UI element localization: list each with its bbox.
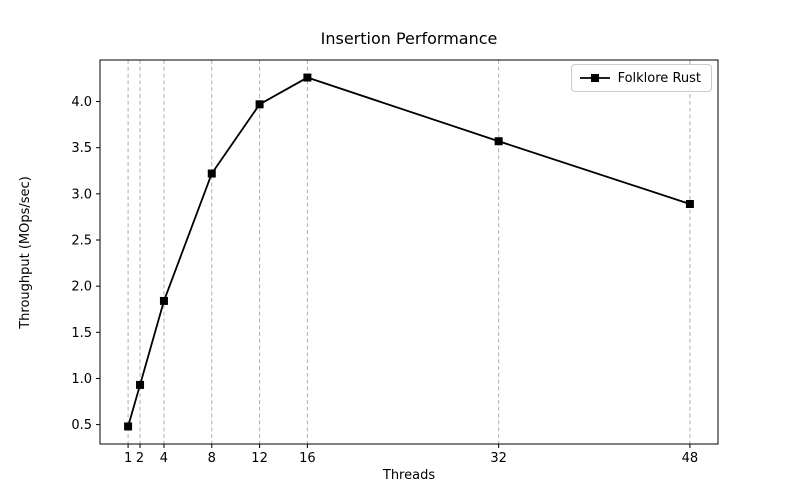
x-tick-label: 32 <box>490 451 507 466</box>
data-point-marker <box>494 137 503 146</box>
axes-spine <box>99 59 719 445</box>
legend-label: Folklore Rust <box>617 70 701 86</box>
x-tick-label: 16 <box>299 451 316 466</box>
data-point-marker <box>136 380 145 389</box>
legend: Folklore Rust <box>570 64 712 92</box>
chart-title: Insertion Performance <box>320 29 498 48</box>
y-tick-label: 1.0 <box>71 372 92 387</box>
x-tick-label: 48 <box>682 451 699 466</box>
x-tick-label: 1 <box>124 451 132 466</box>
data-point-marker <box>255 100 264 109</box>
x-axis-label: Threads <box>382 468 436 483</box>
legend-marker-icon <box>579 74 610 82</box>
data-point-marker <box>685 200 694 208</box>
x-tick-label: 12 <box>251 451 268 466</box>
y-tick-label: 3.0 <box>71 187 92 202</box>
y-tick-label: 1.5 <box>71 326 92 341</box>
y-tick-label: 3.5 <box>71 141 92 156</box>
y-tick-label: 0.5 <box>71 418 92 433</box>
x-tick-label: 8 <box>208 451 216 466</box>
y-tick-label: 2.0 <box>71 280 92 295</box>
y-tick-label: 4.0 <box>71 95 92 110</box>
data-point-marker <box>159 296 168 305</box>
x-tick-label: 2 <box>136 451 144 466</box>
data-point-marker <box>303 73 312 82</box>
data-point-marker <box>124 422 133 431</box>
x-tick-label: 4 <box>160 451 168 466</box>
y-tick-label: 2.5 <box>71 234 92 249</box>
y-axis-label: Throughput (MOps/sec) <box>17 175 33 329</box>
data-point-marker <box>207 169 216 178</box>
series-line <box>127 76 691 427</box>
